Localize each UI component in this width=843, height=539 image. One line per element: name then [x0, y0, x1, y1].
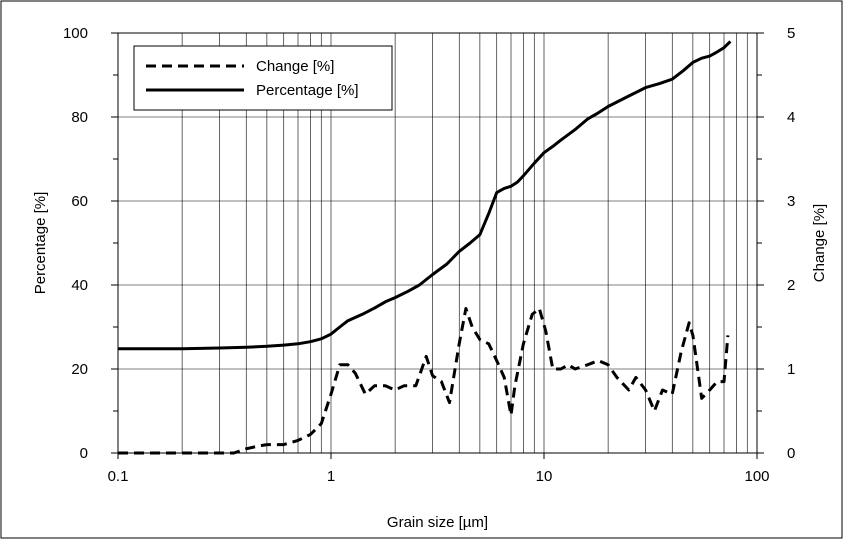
y-tick-label-right: 3 — [787, 193, 795, 210]
legend-box — [133, 45, 393, 111]
x-tick-label: 1 — [327, 468, 335, 485]
y-tick-label-left: 40 — [71, 277, 88, 294]
series-layer — [118, 40, 732, 455]
legend-label-percentage: Percentage [%] — [256, 82, 359, 99]
y-axis-label-left: Percentage [%] — [32, 192, 49, 295]
y-tick-label-right: 1 — [787, 361, 795, 378]
series-percentage-line — [118, 40, 732, 351]
y-tick-label-left: 60 — [71, 193, 88, 210]
y-tick-label-left: 0 — [80, 445, 88, 462]
series-change-line — [118, 307, 730, 455]
tick-layer: 0.1 1 10 100 0 20 40 60 80 100 0 1 2 3 4 5 — [63, 25, 795, 485]
x-tick-label: 10 — [536, 468, 553, 485]
legend: Change [%] Percentage [%] — [133, 45, 393, 111]
x-tick-label: 0.1 — [108, 468, 129, 485]
y-tick-label-right: 0 — [787, 445, 795, 462]
y-tick-label-left: 20 — [71, 361, 88, 378]
x-axis-label: Grain size [µm] — [387, 514, 488, 531]
legend-label-change: Change [%] — [256, 58, 334, 75]
y-tick-label-right: 5 — [787, 25, 795, 42]
x-tick-label: 100 — [744, 468, 769, 485]
y-tick-label-left: 80 — [71, 109, 88, 126]
y-tick-label-right: 2 — [787, 277, 795, 294]
y-tick-label-left: 100 — [63, 25, 88, 42]
y-tick-label-right: 4 — [787, 109, 795, 126]
y-axis-label-right: Change [%] — [811, 204, 828, 282]
